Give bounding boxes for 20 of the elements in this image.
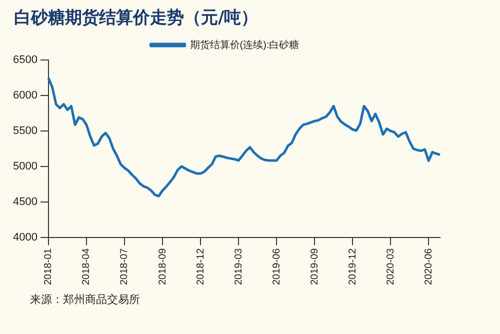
y-tick-label: 5000 — [12, 160, 38, 172]
x-tick-label: 2019-09 — [309, 248, 320, 286]
x-tick-label: 2018-04 — [81, 248, 92, 286]
x-tick-label: 2018-12 — [195, 248, 206, 286]
x-tick-label: 2019-06 — [271, 248, 282, 286]
x-tick-label: 2018-01 — [43, 248, 54, 286]
y-tick-label: 6000 — [12, 89, 38, 102]
chart-title: 白砂糖期货结算价走势（元/吨） — [14, 7, 258, 29]
legend-label: 期货结算价(连续):白砂糖 — [190, 38, 300, 51]
y-tick-label: 4500 — [12, 196, 38, 208]
x-tick-label: 2018-07 — [119, 248, 130, 286]
x-tick-label: 2020-03 — [385, 248, 396, 286]
y-tick-label: 5500 — [12, 124, 38, 137]
x-tick-label: 2019-12 — [347, 248, 358, 286]
x-tick-label: 2019-03 — [233, 248, 244, 286]
y-tick-label: 6500 — [12, 54, 38, 66]
x-tick-label: 2018-09 — [157, 248, 168, 286]
x-tick-label: 2020-06 — [423, 248, 434, 286]
source-note: 来源：郑州商品交易所 — [30, 292, 140, 307]
y-tick-label: 4000 — [12, 231, 38, 244]
